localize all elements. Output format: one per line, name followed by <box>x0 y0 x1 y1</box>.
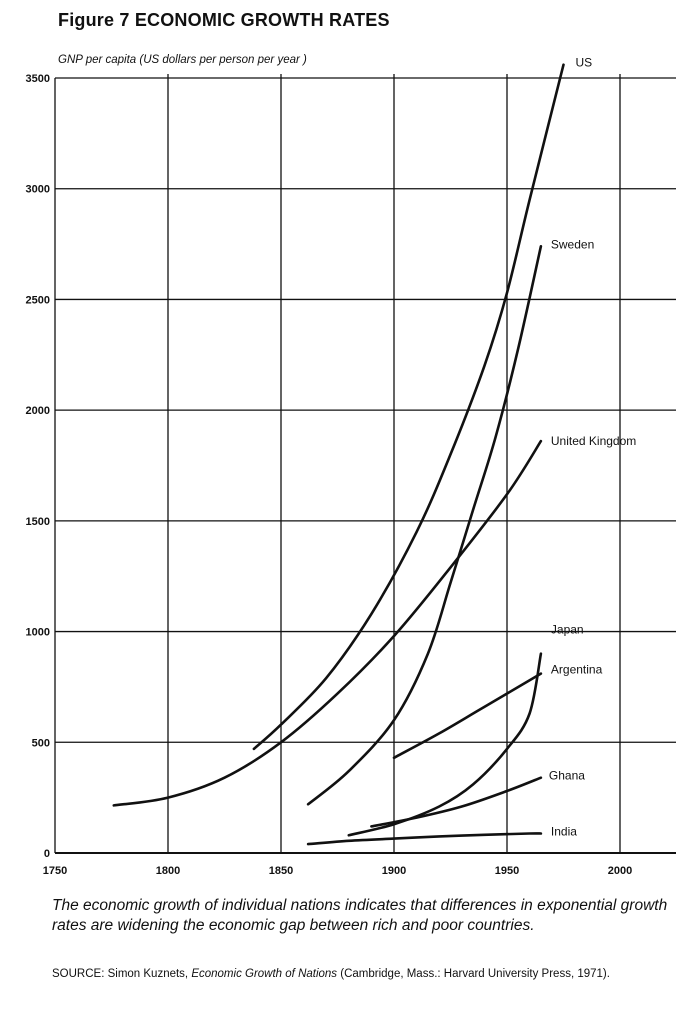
series-layer <box>112 63 565 846</box>
series-line-united-kingdom <box>112 439 543 807</box>
x-tick-label-1800: 1800 <box>156 865 180 877</box>
series-line-ghana <box>370 776 543 828</box>
series-line-india <box>306 832 543 846</box>
growth-chart: 1750 1800 1850 1900 1950 2000 0 500 1000 1500 2000… <box>26 56 676 877</box>
series-label-india: India <box>551 825 577 839</box>
grid-layer: 1750 1800 1850 1900 1950 2000 0 500 1000 1500 2000… <box>26 73 676 877</box>
y-tick-label-0: 0 <box>44 848 50 860</box>
y-tick-label-3500: 3500 <box>26 73 50 85</box>
series-label-us: US <box>576 56 593 70</box>
x-tick-label-1950: 1950 <box>495 865 519 877</box>
y-tick-label-1500: 1500 <box>26 516 50 528</box>
series-label-united-kingdom: United Kingdom <box>551 434 636 448</box>
x-tick-label-1850: 1850 <box>269 865 293 877</box>
label-layer: US Sweden United Kingdom Japan Argentina Ghan… <box>549 56 636 839</box>
source-suffix: (Cambridge, Mass.: Harvard University Pr… <box>337 968 610 980</box>
y-tick-label-2000: 2000 <box>26 405 50 417</box>
series-label-ghana: Ghana <box>549 769 585 783</box>
y-tick-label-1000: 1000 <box>26 627 50 639</box>
y-tick-label-2500: 2500 <box>26 294 50 306</box>
y-tick-label-500: 500 <box>32 737 50 749</box>
source-work-title: Economic Growth of Nations <box>191 968 338 980</box>
series-line-japan <box>347 652 543 837</box>
figure-caption: The economic growth of individual nation… <box>52 897 668 934</box>
series-line-argentina <box>392 672 543 760</box>
y-axis-label: GNP per capita (US dollars per person pe… <box>58 54 307 66</box>
series-label-argentina: Argentina <box>551 663 603 677</box>
y-tick-label-3000: 3000 <box>26 184 50 196</box>
x-tick-label-1900: 1900 <box>382 865 406 877</box>
series-label-sweden: Sweden <box>551 237 594 251</box>
x-tick-label-2000: 2000 <box>608 865 632 877</box>
source-citation: SOURCE: Simon Kuznets, Economic Growth o… <box>52 966 677 982</box>
series-label-japan: Japan <box>551 623 584 637</box>
x-tick-label-1750: 1750 <box>43 865 67 877</box>
series-line-sweden <box>306 245 543 806</box>
source-prefix: SOURCE: Simon Kuznets, <box>52 968 192 980</box>
series-line-us <box>252 63 565 751</box>
chart-title: Figure 7 ECONOMIC GROWTH RATES <box>58 10 390 30</box>
